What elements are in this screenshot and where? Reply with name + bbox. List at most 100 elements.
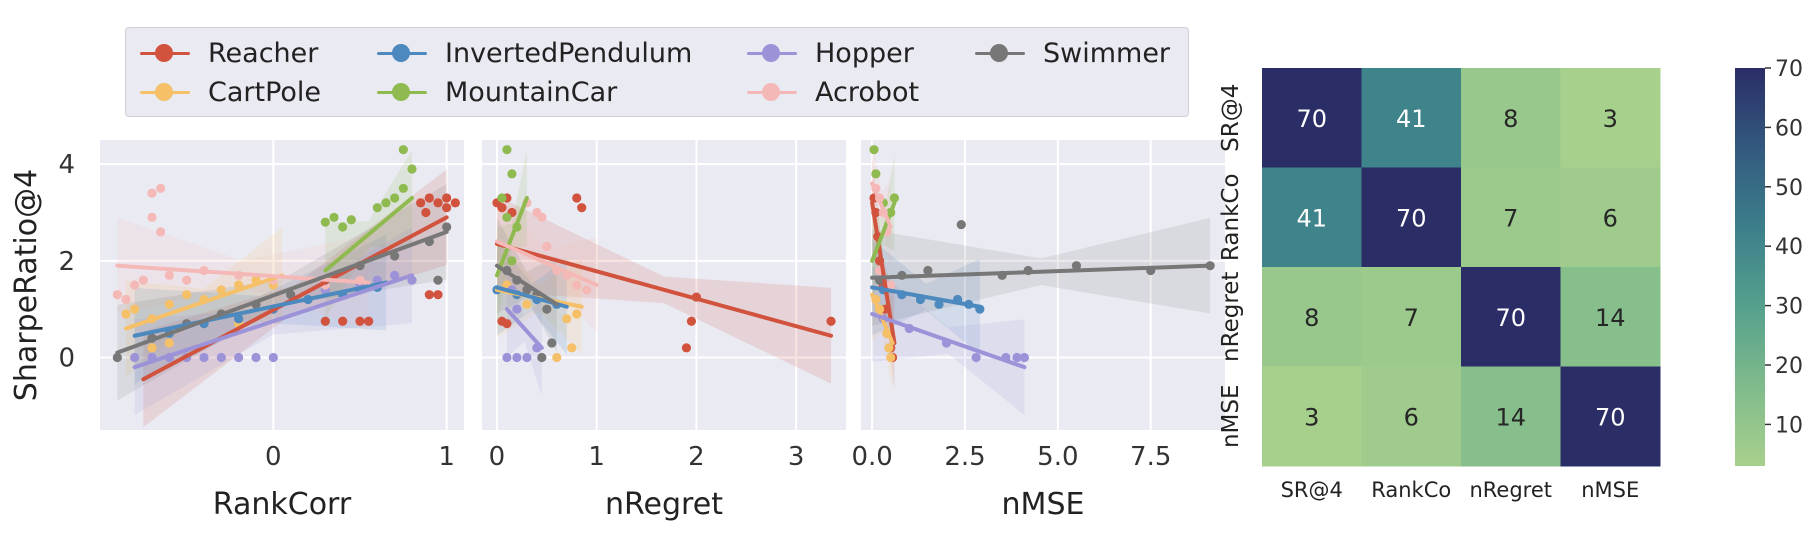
legend: Reacher CartPole InvertedPendulum Mounta… (125, 27, 1189, 117)
data-point (164, 338, 174, 348)
data-point (121, 309, 131, 319)
heatmap-value: 7 (1404, 304, 1419, 332)
data-point (582, 285, 592, 295)
data-point (522, 352, 532, 363)
data-point (182, 290, 192, 300)
fit-line (504, 307, 544, 350)
data-point (512, 304, 522, 314)
data-point (450, 198, 460, 208)
fit-line (132, 280, 388, 338)
heatmap-row-label: SR@4 (1218, 84, 1244, 152)
data-point (433, 290, 443, 300)
fit-line (115, 263, 371, 285)
data-point (442, 222, 452, 232)
data-point (364, 316, 374, 326)
data-point (216, 285, 226, 295)
fit-line (494, 241, 834, 338)
data-point (147, 212, 157, 222)
data-point (416, 198, 426, 208)
data-point (138, 275, 148, 285)
heatmap-cell (1560, 167, 1661, 268)
heatmap-value: 8 (1503, 105, 1518, 133)
data-point (130, 280, 140, 290)
heatmap-row-label: RankCo (1218, 173, 1244, 261)
legend-entry-mountaincar: MountainCar (373, 76, 617, 108)
data-point (164, 270, 174, 280)
data-point (923, 265, 933, 276)
fit-line (141, 215, 449, 382)
legend-label: CartPole (208, 76, 322, 108)
heatmap-cell (1361, 167, 1462, 268)
data-point (433, 198, 443, 208)
heatmap-value: 6 (1603, 204, 1618, 232)
data-point (497, 203, 507, 213)
scatter-panel-2: 0 1 2 3 nRegret (482, 140, 846, 522)
legend-swatch (136, 76, 194, 108)
data-point (372, 203, 382, 213)
x-tick-label: 2.5 (944, 442, 985, 472)
data-point (407, 164, 417, 174)
scatter-panels: 0 1 0 2 4 RankCorr SharpeRatio@4 0 1 2 3 nRegret 0.0… (9, 135, 1225, 522)
x-tick-label: 0.0 (851, 442, 892, 472)
data-point (130, 304, 140, 314)
heatmap-value: 70 (1495, 304, 1526, 332)
data-point (346, 215, 356, 225)
data-point (433, 275, 443, 285)
data-point (424, 193, 434, 203)
colorbar-tick-label: 50 (1775, 176, 1803, 201)
data-point (562, 314, 572, 324)
data-point (572, 193, 582, 203)
heatmap-cell (1262, 167, 1362, 268)
heatmap-value: 7 (1503, 204, 1518, 232)
data-point (156, 227, 166, 237)
y-tick-label: 2 (58, 247, 75, 277)
data-point (182, 275, 192, 285)
heatmap-col-label: SR@4 (1281, 478, 1343, 502)
data-point (956, 219, 966, 230)
data-point (572, 309, 582, 319)
data-point (286, 290, 296, 300)
data-point (971, 352, 981, 363)
data-point (381, 198, 391, 208)
legend-swatch (373, 76, 431, 108)
plot-area (482, 140, 846, 430)
data-point (320, 217, 330, 227)
heatmap-cell (1461, 167, 1561, 268)
fit-line (494, 196, 529, 278)
fit-line (870, 285, 982, 309)
data-point (869, 145, 879, 155)
data-point (934, 299, 944, 309)
scatter-panel-3: 0.0 2.5 5.0 7.5 nMSE (851, 135, 1225, 522)
fit-line (870, 312, 1027, 370)
legend-swatch (971, 37, 1029, 69)
data-point (502, 212, 512, 222)
heatmap-value: 6 (1404, 403, 1419, 431)
fit-line (124, 273, 284, 331)
heatmap-cell (1262, 267, 1362, 367)
data-point (398, 145, 408, 155)
data-point (542, 304, 552, 314)
fit-line (870, 200, 897, 263)
data-point (234, 314, 244, 324)
heatmap-value: 3 (1304, 403, 1319, 431)
data-point (251, 352, 261, 363)
scatter-panel-1: 0 1 0 2 4 RankCorr SharpeRatio@4 (9, 140, 464, 522)
x-tick-label: 1 (588, 442, 605, 472)
data-point (320, 316, 330, 326)
data-point (121, 294, 131, 305)
data-point (686, 316, 697, 326)
heatmap-cell (1560, 267, 1661, 367)
data-point (424, 290, 434, 300)
data-point (512, 352, 522, 363)
heatmap-cell (1262, 366, 1362, 467)
legend-entry-reacher: Reacher (136, 37, 318, 69)
data-point (268, 352, 278, 363)
legend-swatch (136, 37, 194, 69)
heatmap-cell (1461, 68, 1561, 168)
legend-entry-cartpole: CartPole (136, 76, 321, 108)
heatmap-value: 14 (1495, 403, 1526, 431)
data-point (886, 280, 896, 290)
y-tick-label: 4 (58, 150, 75, 180)
plot-area (861, 140, 1225, 430)
legend-label: MountainCar (445, 76, 618, 108)
